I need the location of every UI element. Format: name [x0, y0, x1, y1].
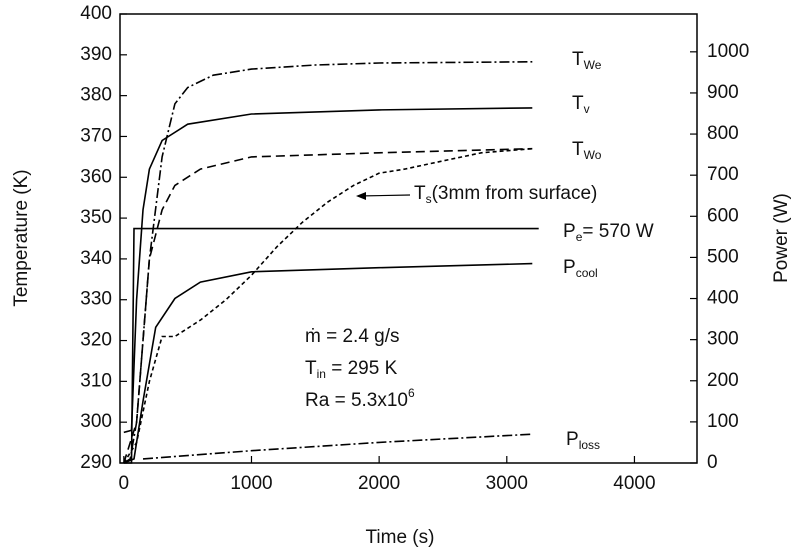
y2-tick-label: 0	[707, 452, 718, 473]
annotation: Pe= 570 W	[563, 221, 654, 244]
annotation-subscript: loss	[579, 438, 600, 452]
arrow-head	[356, 192, 366, 200]
series-line	[123, 262, 533, 464]
annotation-text: (3mm from surface)	[432, 183, 598, 204]
x-tick-label: 2000	[358, 473, 400, 494]
annotation-text: T	[572, 139, 584, 160]
y-axis-label: Temperature (K)	[11, 169, 32, 306]
y2-tick-label: 1000	[707, 41, 749, 62]
annotation-subscript: e	[576, 230, 583, 244]
series-line	[142, 433, 533, 460]
annotation-subscript: We	[584, 58, 602, 72]
y-tick-label: 290	[80, 452, 112, 473]
annotation-text: T	[305, 358, 317, 379]
series-line	[123, 227, 539, 464]
annotation: ṁ = 2.4 g/s	[305, 326, 400, 347]
y2-tick-label: 300	[707, 329, 739, 350]
annotation: Tin = 295 K	[305, 358, 398, 381]
series-line	[123, 61, 533, 464]
annotation: TWo	[572, 139, 602, 162]
annotation: Ploss	[566, 429, 600, 452]
x-tick-label: 1000	[230, 473, 272, 494]
annotation-text: Ra = 5.3x10	[305, 390, 408, 411]
plot-frame	[119, 13, 698, 464]
annotation-subscript: v	[584, 102, 590, 116]
annotation-text: = 295 K	[326, 358, 398, 379]
annotation-subscript: cool	[576, 266, 598, 280]
annotation: Pcool	[563, 257, 598, 280]
y-tick-label: 340	[80, 248, 112, 269]
y2-tick-label: 800	[707, 123, 739, 144]
y-tick-label: 310	[80, 370, 112, 391]
y2-tick-label: 900	[707, 82, 739, 103]
y-tick-label: 320	[80, 330, 112, 351]
annotation: Tv	[572, 93, 590, 116]
y-tick-label: 370	[80, 125, 112, 146]
y2-tick-label: 200	[707, 370, 739, 391]
annotation-arrow	[357, 194, 411, 197]
annotation-text: T	[414, 183, 426, 204]
x-tick-label: 0	[119, 473, 130, 494]
annotation-subscript: s	[426, 192, 432, 206]
x-axis-label: Time (s)	[366, 527, 435, 548]
y-tick-label: 330	[80, 289, 112, 310]
y-tick-label: 400	[80, 3, 112, 24]
series-line	[123, 107, 533, 434]
annotation: Ts(3mm from surface)	[414, 183, 597, 206]
y-tick-label: 300	[80, 411, 112, 432]
y2-axis-label: Power (W)	[771, 193, 792, 283]
annotation-superscript: 6	[408, 386, 415, 400]
annotation-subscript: in	[317, 367, 326, 381]
y-tick-label: 380	[80, 85, 112, 106]
annotation-text: = 570 W	[582, 221, 653, 242]
y2-tick-label: 100	[707, 411, 739, 432]
annotation: TWe	[572, 49, 602, 72]
y-tick-label: 360	[80, 166, 112, 187]
annotation-text: ṁ = 2.4 g/s	[305, 326, 400, 347]
annotation-text: T	[572, 93, 584, 114]
annotation-subscript: Wo	[584, 148, 602, 162]
annotation: Ra = 5.3x106	[305, 386, 415, 411]
y-tick-label: 350	[80, 207, 112, 228]
y2-tick-label: 700	[707, 164, 739, 185]
y-tick-label: 390	[80, 44, 112, 65]
series-line	[123, 147, 533, 464]
x-tick-label: 3000	[486, 473, 528, 494]
annotation-text: P	[566, 429, 579, 450]
y2-tick-label: 600	[707, 205, 739, 226]
annotation-text: P	[563, 257, 576, 278]
series-line	[123, 147, 533, 464]
annotation-text: P	[563, 221, 576, 242]
x-tick-label: 4000	[613, 473, 655, 494]
annotation-text: T	[572, 49, 584, 70]
y2-tick-label: 400	[707, 288, 739, 309]
y2-tick-label: 500	[707, 246, 739, 267]
